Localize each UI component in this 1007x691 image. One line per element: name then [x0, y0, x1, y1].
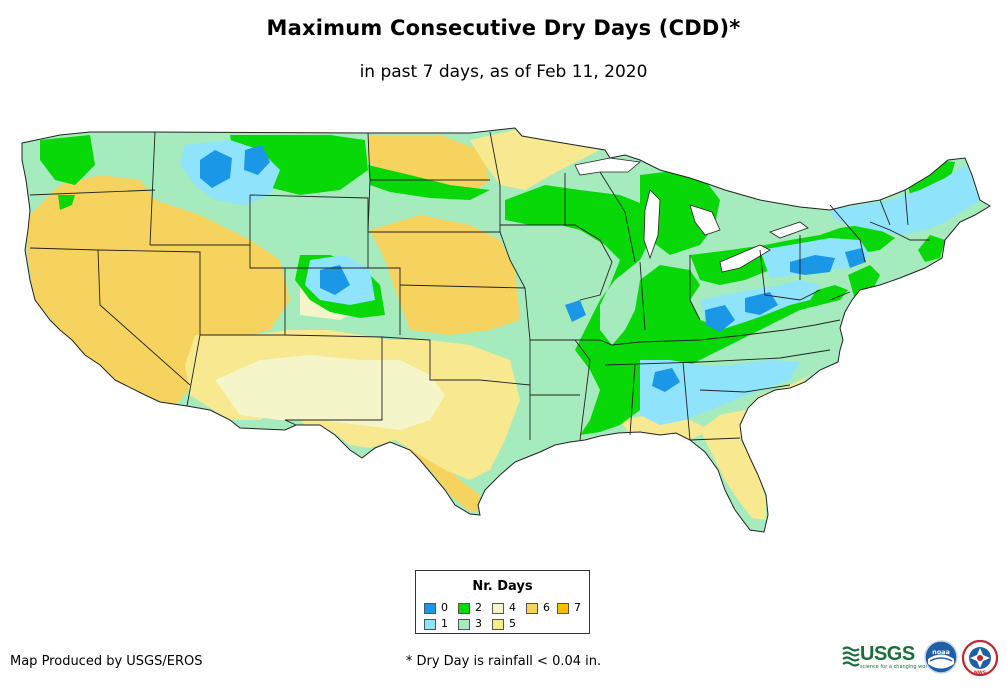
map-subtitle: in past 7 days, as of Feb 11, 2020 — [359, 62, 648, 82]
legend-swatch-1 — [424, 619, 436, 630]
usgs-logo-text: USGS — [860, 643, 915, 665]
usgs-wave-icon — [842, 646, 860, 667]
nws-logo: NWS — [962, 640, 998, 676]
legend-label-5: 5 — [509, 617, 516, 630]
cdd-map — [21, 127, 991, 533]
nws-logo-text: NWS — [974, 670, 986, 676]
legend-swatch-4 — [492, 603, 504, 614]
legend-swatch-5 — [492, 619, 504, 630]
noaa-logo-text: noaa — [932, 648, 950, 656]
legend-title: Nr. Days — [472, 579, 533, 594]
legend-label-6: 6 — [543, 601, 550, 614]
legend-swatch-0 — [424, 603, 436, 614]
noaa-logo: noaa — [924, 640, 958, 674]
legend-label-0: 0 — [441, 601, 448, 614]
legend-box: Nr. Days 0 1 2 3 4 5 6 7 — [415, 570, 590, 634]
map-credit: Map Produced by USGS/EROS — [10, 654, 203, 669]
legend-label-1: 1 — [441, 617, 448, 630]
legend-label-2: 2 — [475, 601, 482, 614]
dry-day-footnote: * Dry Day is rainfall < 0.04 in. — [405, 654, 602, 669]
legend-swatch-3 — [458, 619, 470, 630]
legend-swatch-7 — [557, 603, 569, 614]
usgs-logo: USGS science for a changing world — [842, 642, 932, 670]
legend-label-3: 3 — [475, 617, 482, 630]
legend-swatch-6 — [526, 603, 538, 614]
map-title: Maximum Consecutive Dry Days (CDD)* — [266, 16, 741, 40]
legend-label-7: 7 — [574, 601, 581, 614]
legend-swatch-2 — [458, 603, 470, 614]
legend-label-4: 4 — [509, 601, 516, 614]
usgs-tagline: science for a changing world — [860, 664, 932, 670]
